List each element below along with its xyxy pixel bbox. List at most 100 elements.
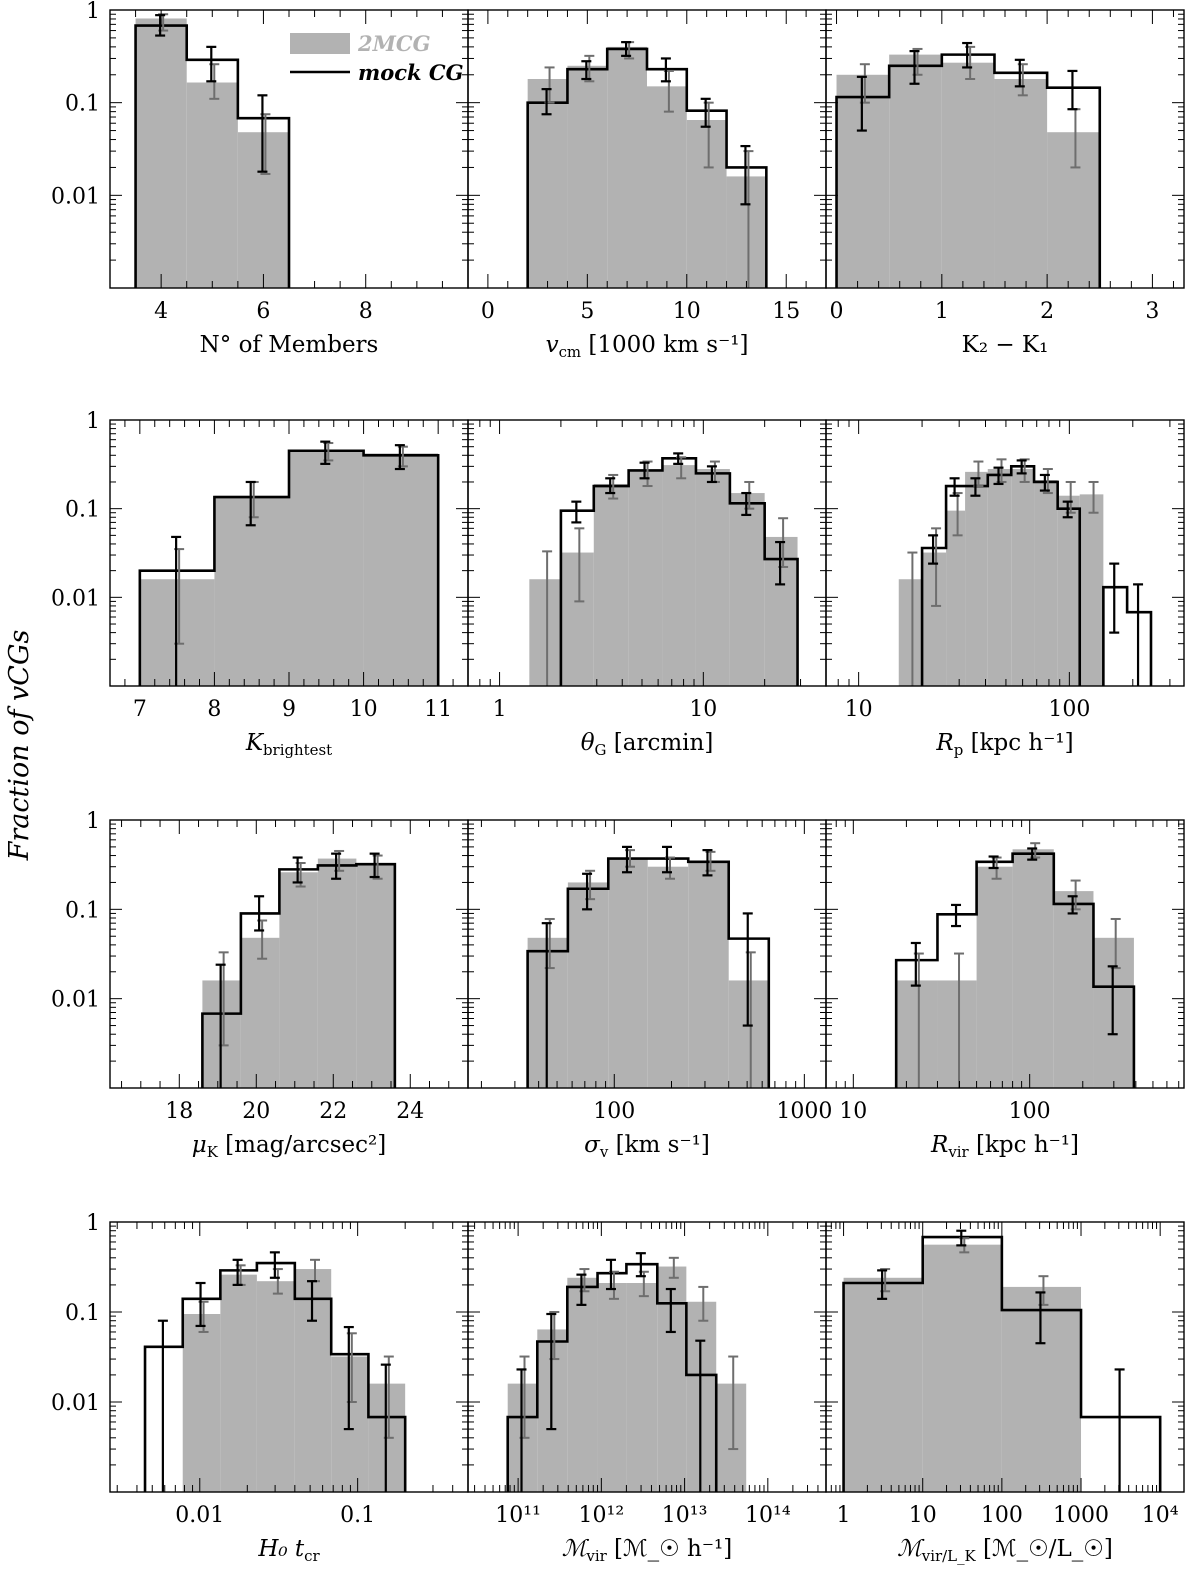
x-tick-label: 10: [845, 697, 873, 722]
bar-2mcg: [1034, 480, 1058, 686]
y-tick-label: 0.1: [65, 898, 100, 923]
bar-2mcg: [240, 937, 280, 1088]
bar-2mcg: [135, 18, 187, 289]
y-tick-label: 1: [86, 409, 100, 434]
mock-histogram: [894, 852, 1136, 1088]
mock-histogram: [526, 857, 771, 1088]
x-tick-label: 11: [424, 697, 452, 722]
panel-dk: 0 1 2 3 K₂ − K₁: [825, 9, 1185, 358]
bar-2mcg: [662, 465, 696, 686]
x-tick-label: 18: [165, 1099, 193, 1124]
x-tick-label: 10: [350, 697, 378, 722]
bar-2mcg: [1012, 849, 1054, 1088]
y-tick-label: 0.1: [65, 92, 100, 117]
panel-muk: 1 0.1 0.01 18 20 22 24 μK [mag/arcsec²]: [51, 809, 469, 1161]
bar-2mcg: [607, 46, 647, 288]
bar-2mcg: [567, 1277, 598, 1492]
x-tick-label: 8: [359, 299, 373, 324]
x-axis-label: ℳvir [ℳ_☉ h⁻¹]: [562, 1536, 732, 1565]
x-tick-label: 1: [935, 299, 949, 324]
bar-2mcg: [186, 82, 238, 288]
x-tick-label: 10: [839, 1099, 867, 1124]
bar-2mcg: [560, 552, 594, 686]
bar-2mcg: [922, 552, 947, 686]
y-tick-label: 0.1: [65, 498, 100, 523]
x-axis-label: ℳvir/L_K [ℳ_☉/L_☉]: [897, 1536, 1113, 1565]
x-tick-label: 15: [772, 299, 800, 324]
bar-2mcg: [220, 1274, 257, 1492]
x-axis-label: Kbrightest: [245, 730, 332, 759]
x-axis-label: θG [arcmin]: [581, 730, 714, 759]
bar-2mcg: [965, 471, 988, 686]
panel-frame: [825, 1221, 1185, 1493]
bar-2mcg: [597, 1283, 627, 1492]
x-tick-label: 100: [1009, 1099, 1051, 1124]
panel-sigma: 100 1000 σv [km s⁻¹]: [467, 819, 832, 1161]
x-tick-label: 0.1: [340, 1503, 375, 1528]
mock-histogram: [920, 465, 1153, 686]
x-tick-label: 100: [593, 1099, 635, 1124]
panel-mvirlk: 1 10 100 1000 10⁴ ℳvir/L_K [ℳ_☉/L_☉]: [825, 1221, 1185, 1565]
x-tick-label: 7: [133, 697, 147, 722]
y-tick-label: 0.01: [51, 586, 100, 611]
bar-2mcg: [896, 980, 938, 1088]
y-tick-label: 0.1: [65, 1301, 100, 1326]
x-tick-label: 10: [909, 1503, 937, 1528]
bar-2mcg: [922, 1244, 1002, 1492]
bar-2mcg: [608, 857, 648, 1088]
legend-swatch-2mcg: [290, 33, 350, 54]
bar-2mcg: [898, 579, 923, 686]
legend-label-mock: mock CG: [358, 60, 464, 85]
y-tick-label: 0.01: [51, 1391, 100, 1416]
y-tick-label: 1: [86, 1211, 100, 1236]
x-tick-label: 10¹²: [579, 1503, 625, 1528]
x-tick-label: 10¹¹: [495, 1503, 541, 1528]
bar-2mcg: [976, 866, 1013, 1088]
x-tick-label: 10¹⁴: [745, 1503, 791, 1528]
x-tick-label: 100: [981, 1503, 1023, 1528]
panel-h0tcr: 1 0.1 0.01 0.01 0.1 H₀ tcr: [51, 1211, 469, 1565]
panel-rp: 10 100 Rp [kpc h⁻¹]: [825, 419, 1185, 759]
bar-2mcg: [256, 1281, 295, 1492]
x-tick-label: 10⁴: [1142, 1503, 1179, 1528]
bar-2mcg: [567, 65, 608, 288]
bar-2mcg: [363, 453, 439, 686]
bar-2mcg: [688, 860, 729, 1088]
x-tick-label: 10: [673, 299, 701, 324]
bar-2mcg: [647, 86, 687, 288]
panel-members: 1 0.1 0.01 4 6 8 N° of Members: [51, 0, 469, 358]
panel-kbright: 1 0.1 0.01 7 8 9 10 11 Kbrightest: [51, 409, 469, 759]
x-axis-label: Rvir [kpc h⁻¹]: [930, 1132, 1079, 1161]
x-tick-label: 0.01: [175, 1503, 224, 1528]
bar-2mcg: [695, 469, 730, 686]
bar-2mcg: [356, 864, 395, 1088]
y-tick-label: 1: [86, 809, 100, 834]
bar-2mcg: [994, 79, 1048, 288]
bar-2mcg: [1057, 495, 1080, 686]
bar-2mcg: [289, 450, 364, 686]
x-tick-label: 24: [396, 1099, 424, 1124]
x-axis-label: μK [mag/arcsec²]: [192, 1132, 386, 1161]
x-axis-label: K₂ − K₁: [962, 332, 1049, 358]
panel-frame: [825, 819, 1185, 1089]
x-tick-label: 4: [154, 299, 168, 324]
bar-2mcg: [182, 1314, 221, 1492]
bar-2mcg: [686, 120, 727, 289]
bar-2mcg: [843, 1277, 923, 1492]
y-tick-label: 0.01: [51, 988, 100, 1013]
x-tick-label: 5: [580, 299, 594, 324]
bar-2mcg: [889, 54, 942, 288]
bar-2mcg: [1011, 469, 1035, 686]
y-tick-label: 0.01: [51, 184, 100, 209]
bar-2mcg: [729, 493, 765, 686]
x-tick-label: 100: [1048, 697, 1090, 722]
x-tick-label: 0: [481, 299, 495, 324]
x-tick-label: 22: [319, 1099, 347, 1124]
bar-2mcg: [1053, 891, 1094, 1088]
x-tick-label: 10: [689, 697, 717, 722]
x-axis-label: H₀ tcr: [257, 1536, 320, 1565]
x-tick-label: 1: [837, 1503, 851, 1528]
bar-2mcg: [941, 62, 995, 288]
